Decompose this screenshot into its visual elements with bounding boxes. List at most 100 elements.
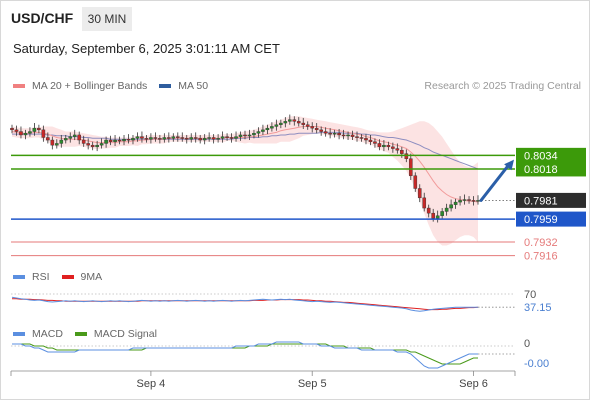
level-label-0.8034: 0.8034	[524, 150, 558, 162]
candle-body	[23, 133, 28, 136]
time-tick-label-0: Sep 4	[137, 378, 166, 390]
candle-body	[117, 139, 122, 142]
candle-body	[153, 137, 158, 139]
candle-body	[431, 212, 435, 219]
candle-body	[444, 207, 449, 212]
candle-body	[50, 139, 55, 146]
candle-body	[332, 133, 337, 135]
time-tick-label-1: Sep 5	[298, 378, 327, 390]
legend-swatch-macd	[13, 332, 25, 336]
candle-body	[256, 131, 261, 134]
legend-label-ma50: MA 50	[178, 80, 209, 92]
candle-body	[189, 137, 194, 140]
candle-body	[144, 138, 149, 140]
bollinger-band-area	[12, 116, 478, 246]
legend-label-macd-signal: MACD Signal	[93, 328, 157, 340]
candle-body	[211, 137, 216, 140]
macd-legend: MACD MACD Signal	[13, 328, 157, 340]
candle-body	[368, 139, 373, 142]
candle-body	[288, 119, 292, 122]
legend-swatch-9ma	[61, 275, 74, 279]
candle-body	[162, 137, 167, 140]
candle-body	[279, 122, 283, 125]
candle-body	[81, 139, 86, 144]
main-legend: MA 20 + Bollinger Bands MA 50	[13, 80, 208, 92]
candle-body	[63, 138, 68, 141]
level-label-0.7959: 0.7959	[524, 214, 558, 226]
candle-body	[55, 143, 59, 146]
legend-swatch-ma50	[159, 84, 172, 88]
legend-label-9ma: 9MA	[80, 271, 103, 283]
candle-body	[305, 124, 310, 127]
candle-body	[310, 126, 315, 129]
candle-body	[46, 137, 50, 141]
candle-body	[301, 122, 306, 125]
macd-zero-label: 0	[524, 338, 530, 350]
legend-swatch-rsi	[13, 275, 25, 279]
level-label-0.8018: 0.8018	[524, 164, 558, 176]
level-tag-0.7959	[516, 211, 586, 227]
candle-body	[458, 200, 462, 203]
candle-body	[382, 144, 386, 148]
candle-body	[359, 137, 364, 139]
candle-body	[99, 143, 104, 146]
candle-body	[471, 200, 476, 202]
candle-body	[261, 129, 265, 132]
candle-body	[202, 138, 207, 141]
candle-body	[225, 136, 229, 138]
rsi-legend: RSI 9MA	[13, 271, 102, 283]
candle-body	[426, 207, 431, 214]
candle-body	[158, 138, 162, 140]
candle-body	[252, 133, 256, 136]
trend-arrow-head	[504, 159, 514, 171]
candle-body	[274, 124, 279, 127]
candle-body	[350, 134, 355, 137]
level-label-0.7932: 0.7932	[524, 237, 558, 249]
candle-body	[247, 134, 252, 137]
candle-body	[400, 150, 404, 154]
candle-body	[19, 131, 23, 136]
candle-body	[404, 153, 409, 159]
candle-body	[462, 199, 467, 201]
candle-body	[449, 204, 453, 209]
timeframe-button[interactable]: 30 MIN	[82, 7, 132, 31]
candle-body	[328, 133, 332, 135]
candle-body	[391, 146, 395, 149]
candle-body	[243, 134, 247, 137]
macd-current-label: -0.00	[524, 358, 549, 370]
candle-body	[229, 137, 234, 139]
candle-body	[440, 211, 444, 216]
legend-label-macd: MACD	[32, 328, 63, 340]
symbol-title: USD/CHF	[11, 10, 74, 26]
level-tag-0.7981	[516, 192, 586, 208]
candle-body	[323, 131, 328, 134]
candle-body	[341, 134, 346, 137]
level-label-0.7916: 0.7916	[524, 251, 558, 263]
legend-label-ma20: MA 20 + Bollinger Bands	[32, 80, 148, 92]
candle-body	[72, 134, 77, 137]
candle-body	[270, 126, 274, 129]
candle-body	[14, 129, 19, 132]
candle-body	[417, 188, 422, 199]
timestamp: Saturday, September 6, 2025 3:01:11 AM C…	[13, 41, 280, 56]
candle-body	[377, 143, 382, 148]
candle-body	[220, 136, 225, 139]
candle-body	[216, 138, 220, 140]
candle-body	[314, 127, 319, 131]
candle-body	[413, 175, 418, 189]
candle-body	[90, 144, 95, 148]
candle-body	[435, 215, 440, 219]
candle-body	[364, 138, 368, 141]
trend-arrow-shaft	[479, 163, 511, 202]
candle-body	[86, 143, 90, 146]
candle-body	[108, 139, 113, 142]
candle-body	[234, 136, 238, 139]
candle-body	[77, 134, 82, 141]
macd-signal-line	[12, 343, 478, 365]
candle-body	[140, 136, 144, 139]
candle-body	[104, 139, 108, 144]
rsi-current-label: 37.15	[524, 302, 552, 314]
candle-body	[171, 136, 176, 139]
candle-body	[386, 144, 391, 148]
